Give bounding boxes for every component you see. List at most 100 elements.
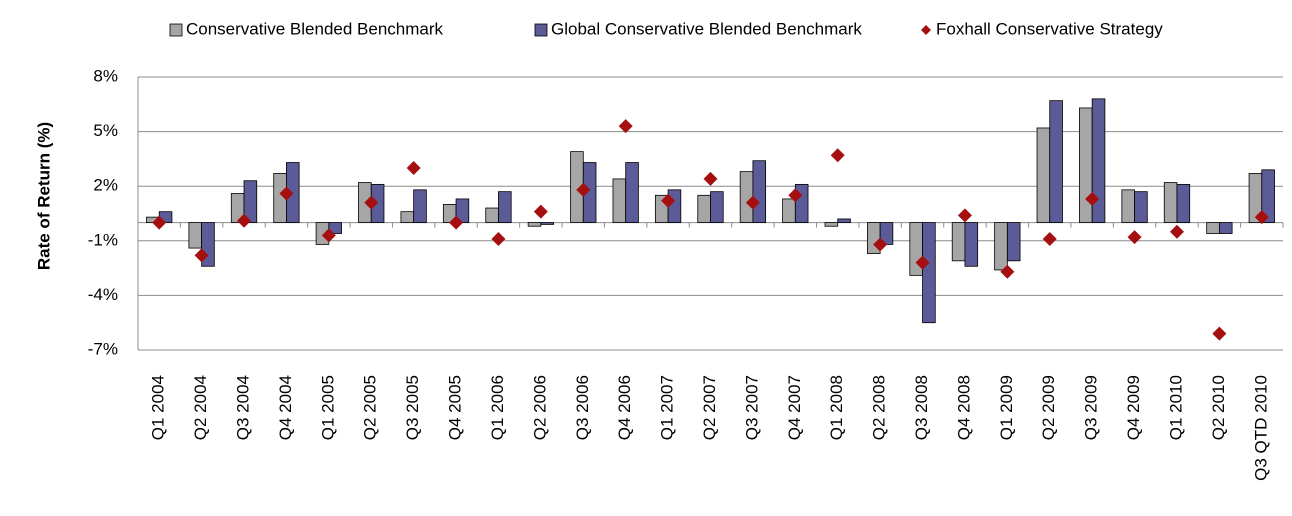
diamond-marker: [1085, 191, 1100, 206]
y-tick-label: -1%: [88, 230, 118, 249]
diamond-marker: [237, 213, 252, 228]
x-tick-label: Q2 2008: [870, 375, 889, 440]
legend-swatch: [921, 25, 931, 35]
diamond-marker: [703, 171, 718, 186]
diamond-marker: [491, 231, 506, 246]
bar: [1261, 169, 1275, 224]
diamond-marker: [1212, 326, 1227, 341]
x-tick-label: Q3 2006: [573, 375, 592, 440]
bar: [824, 222, 839, 227]
bar: [400, 211, 415, 223]
x-tick-label: Q1 2007: [658, 375, 677, 440]
y-tick-label: 8%: [93, 66, 118, 85]
bar: [994, 222, 1008, 271]
bar: [739, 171, 754, 223]
bar: [710, 191, 724, 224]
diamond-marker: [279, 186, 294, 201]
x-tick-label: Q3 2009: [1082, 375, 1101, 440]
bar: [328, 222, 342, 234]
x-tick-label: Q4 2008: [954, 375, 973, 440]
bar: [188, 222, 203, 249]
bar: [625, 162, 639, 223]
x-tick-label: Q3 QTD 2010: [1251, 375, 1270, 481]
bar: [782, 198, 796, 224]
x-tick-label: Q2 2005: [361, 375, 380, 440]
x-tick-label: Q4 2006: [615, 375, 634, 440]
x-tick-label: Q2 2004: [191, 375, 210, 440]
bar: [1163, 182, 1178, 223]
legend-swatch: [534, 23, 548, 37]
diamond-marker: [661, 193, 676, 208]
legend-label: Conservative Blended Benchmark: [186, 19, 444, 38]
diamond-marker: [194, 248, 209, 263]
x-tick-label: Q3 2005: [403, 375, 422, 440]
x-tick-label: Q1 2008: [827, 375, 846, 440]
bar: [1134, 191, 1148, 224]
x-tick-label: Q2 2006: [530, 375, 549, 440]
x-tick-label: Q4 2009: [1124, 375, 1143, 440]
bar: [951, 222, 966, 262]
x-tick-label: Q2 2009: [1039, 375, 1058, 440]
bar: [612, 178, 627, 223]
bar: [485, 207, 499, 223]
diamond-marker: [1042, 231, 1057, 246]
x-tick-label: Q3 2004: [234, 375, 253, 440]
diamond-marker: [745, 195, 760, 210]
diamond-marker: [1127, 230, 1142, 245]
diamond-marker: [1254, 210, 1269, 225]
bar: [243, 180, 258, 224]
bar: [1121, 189, 1135, 223]
bar: [540, 222, 554, 225]
x-tick-label: Q1 2004: [149, 375, 168, 440]
bar: [964, 222, 979, 267]
diamond-marker: [406, 161, 421, 175]
diamond-marker: [915, 255, 930, 270]
y-tick-label: -7%: [88, 339, 118, 358]
x-tick-label: Q3 2007: [742, 375, 761, 440]
diamond-marker: [364, 195, 379, 210]
bar: [1206, 222, 1220, 234]
x-tick-label: Q1 2009: [997, 375, 1016, 440]
y-tick-label: -4%: [88, 285, 118, 304]
x-tick-label: Q1 2010: [1166, 375, 1185, 440]
bar: [1091, 98, 1106, 223]
diamond-marker: [873, 237, 888, 252]
x-tick-label: Q4 2005: [446, 375, 465, 440]
x-tick-label: Q1 2006: [488, 375, 507, 440]
bar: [1049, 100, 1063, 224]
bar: [527, 222, 542, 227]
x-tick-label: Q4 2004: [276, 375, 295, 440]
legend-label: Foxhall Conservative Strategy: [936, 19, 1163, 38]
bar: [413, 189, 427, 223]
x-tick-label: Q2 2010: [1209, 375, 1228, 440]
y-tick-label: 5%: [93, 121, 118, 140]
bar: [837, 218, 851, 224]
diamond-marker: [1000, 264, 1015, 279]
legend-swatch: [169, 23, 183, 37]
bar: [1218, 222, 1233, 234]
diamond-marker: [152, 215, 167, 230]
diamond-marker: [1169, 224, 1184, 239]
bar: [667, 189, 682, 223]
diamond-marker: [533, 204, 548, 219]
diamond-marker: [957, 208, 972, 223]
y-axis-title: Rate of Return (%): [34, 122, 53, 270]
diamond-marker: [576, 182, 591, 197]
diamond-marker: [830, 148, 845, 163]
bar: [752, 160, 767, 224]
diamond-marker: [788, 188, 803, 203]
x-tick-label: Q1 2005: [318, 375, 337, 440]
diamond-marker: [321, 228, 336, 243]
diamond-marker: [449, 215, 464, 230]
bar: [697, 194, 711, 224]
y-tick-label: 2%: [93, 176, 118, 195]
legend-label: Global Conservative Blended Benchmark: [551, 19, 862, 38]
bar: [1079, 107, 1093, 224]
x-tick-label: Q3 2008: [912, 375, 931, 440]
bar: [794, 183, 809, 224]
x-tick-label: Q4 2007: [785, 375, 804, 440]
bar: [1036, 127, 1051, 223]
x-tick-label: Q2 2007: [700, 375, 719, 440]
bar: [922, 222, 936, 324]
